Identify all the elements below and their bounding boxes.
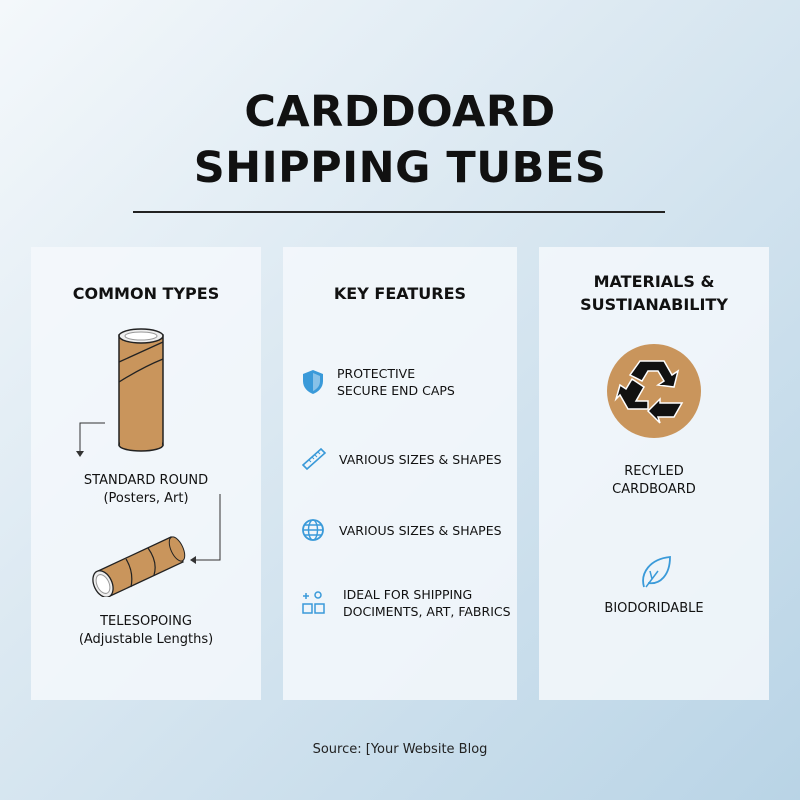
material-label: RECYLED <box>624 464 684 479</box>
globe-icon <box>302 519 324 541</box>
source-credit: Source: [Your Website Blog <box>312 742 488 757</box>
feature-text: PROTECTIVE <box>337 366 416 381</box>
panel-heading: KEY FEATURES <box>333 284 467 303</box>
page-title: CARDDOARD SHIPPING TUBES <box>0 84 800 196</box>
panel-heading: COMMON TYPES <box>72 284 220 303</box>
feature-text: VARIOUS SIZES & SHAPES <box>339 451 502 467</box>
type-name: STANDARD ROUND <box>83 473 209 488</box>
key-features-panel: KEY FEATURES PROTECTIVE SECURE END CAPS V… <box>283 247 517 700</box>
material-label: CARDBOARD <box>612 482 696 497</box>
feature-text: IDEAL FOR SHIPPING <box>343 587 473 602</box>
feature-item: VARIOUS SIZES & SHAPES <box>301 518 502 542</box>
recycle-icon <box>607 344 701 438</box>
type-desc: (Adjustable Lengths) <box>78 632 214 647</box>
leaf-icon <box>642 556 671 588</box>
type-desc: (Posters, Art) <box>103 491 189 506</box>
telescoping-tube-icon <box>92 536 186 597</box>
shield-icon <box>303 370 323 394</box>
panel-heading: SUSTIANABILITY <box>580 295 728 314</box>
materials-panel: MATERIALS & SUSTIANABILITY RECYLED CARDB… <box>539 247 769 700</box>
panel-heading: MATERIALS & <box>593 272 715 291</box>
feature-text: DOCIMENTS, ART, FABRICS <box>343 604 511 619</box>
divider <box>133 211 665 213</box>
shipping-icon <box>302 591 325 614</box>
material-label: BIODORIDABLE <box>604 601 704 616</box>
feature-text: SECURE END CAPS <box>337 383 455 398</box>
title-line-1: CARDDOARD <box>244 87 556 137</box>
type-name: TELESOPOING <box>100 614 192 629</box>
common-types-panel: COMMON TYPES STANDARD ROUND (Posters, Ar… <box>31 247 261 700</box>
feature-item: VARIOUS SIZES & SHAPES <box>301 447 502 471</box>
ruler-icon <box>301 447 327 471</box>
arrow-icon <box>190 494 221 564</box>
feature-text: VARIOUS SIZES & SHAPES <box>339 522 502 538</box>
feature-item: PROTECTIVE SECURE END CAPS <box>301 365 455 399</box>
feature-item: IDEAL FOR SHIPPING DOCIMENTS, ART, FABRIC… <box>301 586 511 620</box>
standard-tube-icon <box>118 328 164 452</box>
title-line-2: SHIPPING TUBES <box>193 143 607 193</box>
arrow-icon <box>76 422 105 457</box>
